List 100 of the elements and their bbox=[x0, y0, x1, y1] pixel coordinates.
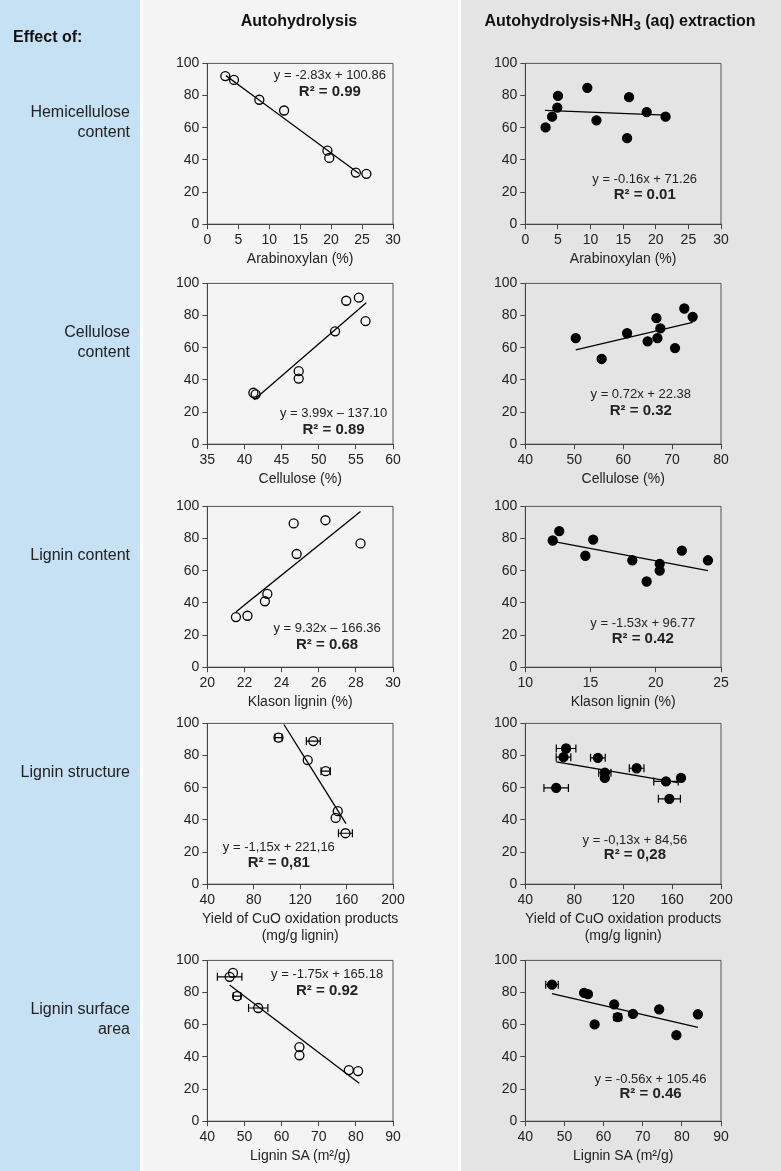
y-tick-label: 20 bbox=[501, 182, 518, 199]
annotation: R² = 0.99 bbox=[298, 81, 361, 99]
y-tick-label: 100 bbox=[494, 274, 518, 291]
x-tick-label: 22 bbox=[236, 674, 253, 691]
x-tick-label: 35 bbox=[199, 451, 216, 468]
y-tick-label: 40 bbox=[183, 1047, 200, 1064]
x-tick-label: 160 bbox=[660, 891, 684, 908]
annotation: y = -0,13x + 84,56 bbox=[582, 832, 688, 848]
x-tick-label: 28 bbox=[348, 674, 364, 691]
x-tick-label: 25 bbox=[354, 231, 371, 248]
x-tick-label: 30 bbox=[385, 674, 401, 691]
x-axis-title: Yield of CuO oxidation products (mg/g lignin) bbox=[524, 910, 723, 944]
x-axis-title: Arabinoxylan (%) bbox=[568, 250, 678, 267]
annotation: y = -1,15x + 221,16 bbox=[222, 838, 335, 854]
x-tick-label: 70 bbox=[664, 451, 681, 468]
x-axis-title: Lignin SA (m²/g) bbox=[249, 1147, 352, 1164]
y-tick-label: 20 bbox=[501, 402, 518, 419]
x-tick-label: 15 bbox=[292, 231, 309, 248]
y-tick-label: 20 bbox=[183, 402, 200, 419]
y-tick-label: 0 bbox=[191, 1112, 200, 1129]
x-tick-label: 25 bbox=[680, 231, 697, 248]
x-tick-label: 0 bbox=[203, 231, 212, 248]
x-tick-label: 30 bbox=[385, 231, 401, 248]
y-tick-label: 60 bbox=[183, 778, 200, 795]
x-tick-label: 20 bbox=[648, 231, 664, 248]
x-tick-label: 200 bbox=[381, 891, 405, 908]
y-tick-label: 100 bbox=[494, 497, 518, 514]
chart-title: Autohydrolysis bbox=[239, 12, 359, 30]
annotation: y = -2.83x + 100.86 bbox=[273, 67, 386, 83]
x-tick-label: 80 bbox=[245, 891, 262, 908]
y-tick-label: 20 bbox=[183, 182, 200, 199]
x-tick-label: 60 bbox=[595, 1128, 612, 1145]
y-tick-label: 0 bbox=[509, 875, 518, 892]
x-tick-label: 50 bbox=[236, 1128, 253, 1145]
y-tick-label: 0 bbox=[191, 658, 200, 675]
y-tick-label: 80 bbox=[501, 746, 518, 763]
annotation: y = -1.75x + 165.18 bbox=[271, 966, 384, 982]
y-tick-label: 100 bbox=[494, 951, 518, 968]
y-tick-label: 80 bbox=[501, 306, 518, 323]
annotation: y = -1.53x + 96.77 bbox=[590, 614, 696, 630]
y-tick-label: 20 bbox=[501, 1079, 518, 1096]
x-tick-label: 20 bbox=[648, 674, 664, 691]
y-tick-label: 20 bbox=[183, 1079, 200, 1096]
annotation: R² = 0.01 bbox=[613, 185, 676, 203]
annotation: R² = 0,81 bbox=[247, 853, 310, 871]
y-tick-label: 60 bbox=[501, 118, 518, 135]
x-tick-label: 120 bbox=[611, 891, 636, 908]
x-tick-label: 70 bbox=[310, 1128, 327, 1145]
x-tick-label: 55 bbox=[348, 451, 364, 468]
annotation: y = -0.56x + 105.46 bbox=[594, 1070, 707, 1086]
y-tick-label: 60 bbox=[183, 338, 200, 355]
x-tick-label: 60 bbox=[273, 1128, 290, 1145]
y-tick-label: 0 bbox=[509, 658, 518, 675]
y-tick-label: 100 bbox=[176, 951, 200, 968]
x-axis-title: Cellulose (%) bbox=[257, 470, 343, 487]
x-tick-label: 50 bbox=[566, 451, 583, 468]
y-tick-label: 0 bbox=[191, 215, 200, 232]
y-tick-label: 60 bbox=[501, 561, 518, 578]
text: Effect of: bbox=[13, 28, 83, 46]
y-tick-label: 60 bbox=[501, 338, 518, 355]
x-tick-label: 30 bbox=[713, 231, 729, 248]
x-tick-label: 50 bbox=[310, 451, 327, 468]
x-tick-label: 80 bbox=[713, 451, 729, 468]
annotation: R² = 0.89 bbox=[302, 419, 365, 437]
x-tick-label: 26 bbox=[310, 674, 327, 691]
y-tick-label: 100 bbox=[494, 714, 518, 731]
y-tick-label: 0 bbox=[191, 435, 200, 452]
y-tick-label: 0 bbox=[509, 215, 518, 232]
y-tick-label: 40 bbox=[183, 810, 200, 827]
annotation: y = 0.72x + 22.38 bbox=[590, 385, 692, 401]
annotation: R² = 0.92 bbox=[296, 981, 359, 999]
x-tick-label: 15 bbox=[615, 231, 632, 248]
x-tick-label: 45 bbox=[273, 451, 290, 468]
x-axis-title: Yield of CuO oxidation products (mg/g lignin) bbox=[201, 910, 400, 944]
y-tick-label: 0 bbox=[191, 875, 200, 892]
x-tick-label: 120 bbox=[288, 891, 313, 908]
y-tick-label: 20 bbox=[183, 625, 200, 642]
y-tick-label: 80 bbox=[183, 529, 200, 546]
x-tick-label: 5 bbox=[234, 231, 243, 248]
y-tick-label: 60 bbox=[501, 778, 518, 795]
y-tick-label: 40 bbox=[501, 810, 518, 827]
y-tick-label: 80 bbox=[183, 306, 200, 323]
x-tick-label: 10 bbox=[517, 674, 534, 691]
x-tick-label: 5 bbox=[554, 231, 563, 248]
y-tick-label: 80 bbox=[183, 983, 200, 1000]
text: Cellulose content bbox=[63, 322, 130, 362]
y-tick-label: 80 bbox=[501, 529, 518, 546]
x-tick-label: 0 bbox=[521, 231, 530, 248]
annotation: R² = 0,28 bbox=[603, 845, 666, 863]
x-tick-label: 60 bbox=[385, 451, 401, 468]
x-tick-label: 10 bbox=[582, 231, 599, 248]
annotation: R² = 0.42 bbox=[611, 629, 674, 647]
x-tick-label: 60 bbox=[615, 451, 632, 468]
x-tick-label: 24 bbox=[273, 674, 290, 691]
y-tick-label: 0 bbox=[509, 1112, 518, 1129]
y-tick-label: 40 bbox=[183, 370, 200, 387]
x-axis-title: Klason lignin (%) bbox=[569, 693, 677, 710]
x-tick-label: 10 bbox=[261, 231, 278, 248]
y-tick-label: 80 bbox=[501, 86, 518, 103]
y-tick-label: 40 bbox=[501, 593, 518, 610]
